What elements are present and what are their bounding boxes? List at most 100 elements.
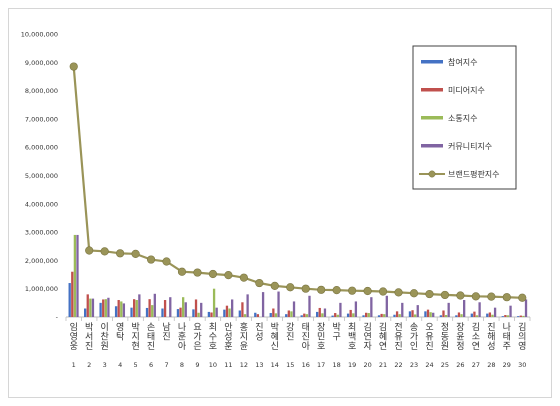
bar [522, 315, 525, 317]
bar [334, 313, 337, 317]
bar [316, 311, 319, 317]
x-index-label: 7 [164, 361, 168, 369]
line-point [131, 249, 140, 258]
bar [290, 311, 293, 317]
bar [246, 294, 249, 317]
x-index-label: 8 [180, 361, 184, 369]
x-index-label: 14 [271, 361, 279, 369]
x-index-label: 23 [410, 361, 418, 369]
bar [519, 315, 522, 317]
legend-label: 소통지수 [448, 114, 477, 123]
bar [179, 307, 182, 317]
bar [478, 302, 481, 317]
x-index-label: 2 [87, 361, 91, 369]
line-point [394, 288, 403, 297]
bar [398, 314, 401, 317]
bar [114, 306, 118, 317]
bar [411, 310, 414, 317]
bar [261, 292, 265, 317]
y-tick-label: 2,000,000 [25, 257, 58, 265]
bar [71, 271, 74, 317]
bar [305, 314, 309, 317]
line-point [177, 267, 187, 276]
bar [163, 300, 167, 317]
bar [408, 311, 412, 317]
bar [285, 314, 288, 317]
legend-label: 미디어지수 [448, 85, 485, 95]
bar [439, 315, 443, 317]
bar [300, 315, 303, 317]
x-index-label: 1 [72, 361, 76, 369]
y-tick-label: - [56, 314, 59, 322]
bar [308, 295, 311, 317]
bar [488, 312, 492, 317]
bar [243, 314, 247, 317]
x-index-label: 21 [379, 361, 387, 369]
bar [117, 300, 120, 317]
bar [424, 311, 427, 317]
bar [486, 313, 489, 317]
x-index-label: 15 [286, 361, 294, 369]
bar [145, 307, 149, 317]
x-index-label: 13 [255, 361, 263, 369]
bar [192, 309, 195, 317]
line-point [208, 269, 218, 279]
line-point [518, 293, 527, 302]
bar [473, 311, 476, 317]
x-index-label: 22 [394, 361, 402, 369]
x-index-label: 19 [348, 361, 356, 369]
line-point [85, 246, 94, 255]
bar [223, 309, 226, 317]
bar [432, 312, 435, 317]
x-index-label: 28 [487, 361, 495, 369]
bar [228, 308, 231, 317]
bar [272, 308, 275, 317]
bar [346, 313, 350, 317]
x-index-label: 11 [224, 361, 232, 369]
bar [91, 298, 95, 317]
bar [383, 314, 386, 317]
legend-swatch-marker [428, 170, 436, 178]
bar [130, 307, 133, 317]
bar [200, 302, 203, 317]
legend-swatch [421, 116, 443, 120]
x-index-label: 27 [472, 361, 480, 369]
bar [68, 283, 71, 317]
bar [169, 297, 172, 317]
bar [504, 315, 507, 317]
legend-swatch [421, 60, 443, 64]
bar [444, 315, 448, 317]
line-point [69, 62, 78, 71]
x-index-label: 5 [134, 361, 138, 369]
line-point [224, 271, 233, 280]
bar [73, 234, 77, 317]
bar [151, 305, 154, 317]
bar [331, 315, 334, 317]
line-point [193, 268, 202, 277]
bar [225, 305, 229, 317]
bar [99, 302, 102, 317]
bar [318, 307, 321, 317]
bar [182, 297, 185, 317]
bar [442, 310, 445, 317]
bar [365, 312, 368, 317]
line-point [332, 286, 341, 295]
line-point [487, 292, 496, 301]
line-point [456, 291, 465, 300]
line-point [270, 281, 279, 290]
bar [107, 297, 110, 317]
